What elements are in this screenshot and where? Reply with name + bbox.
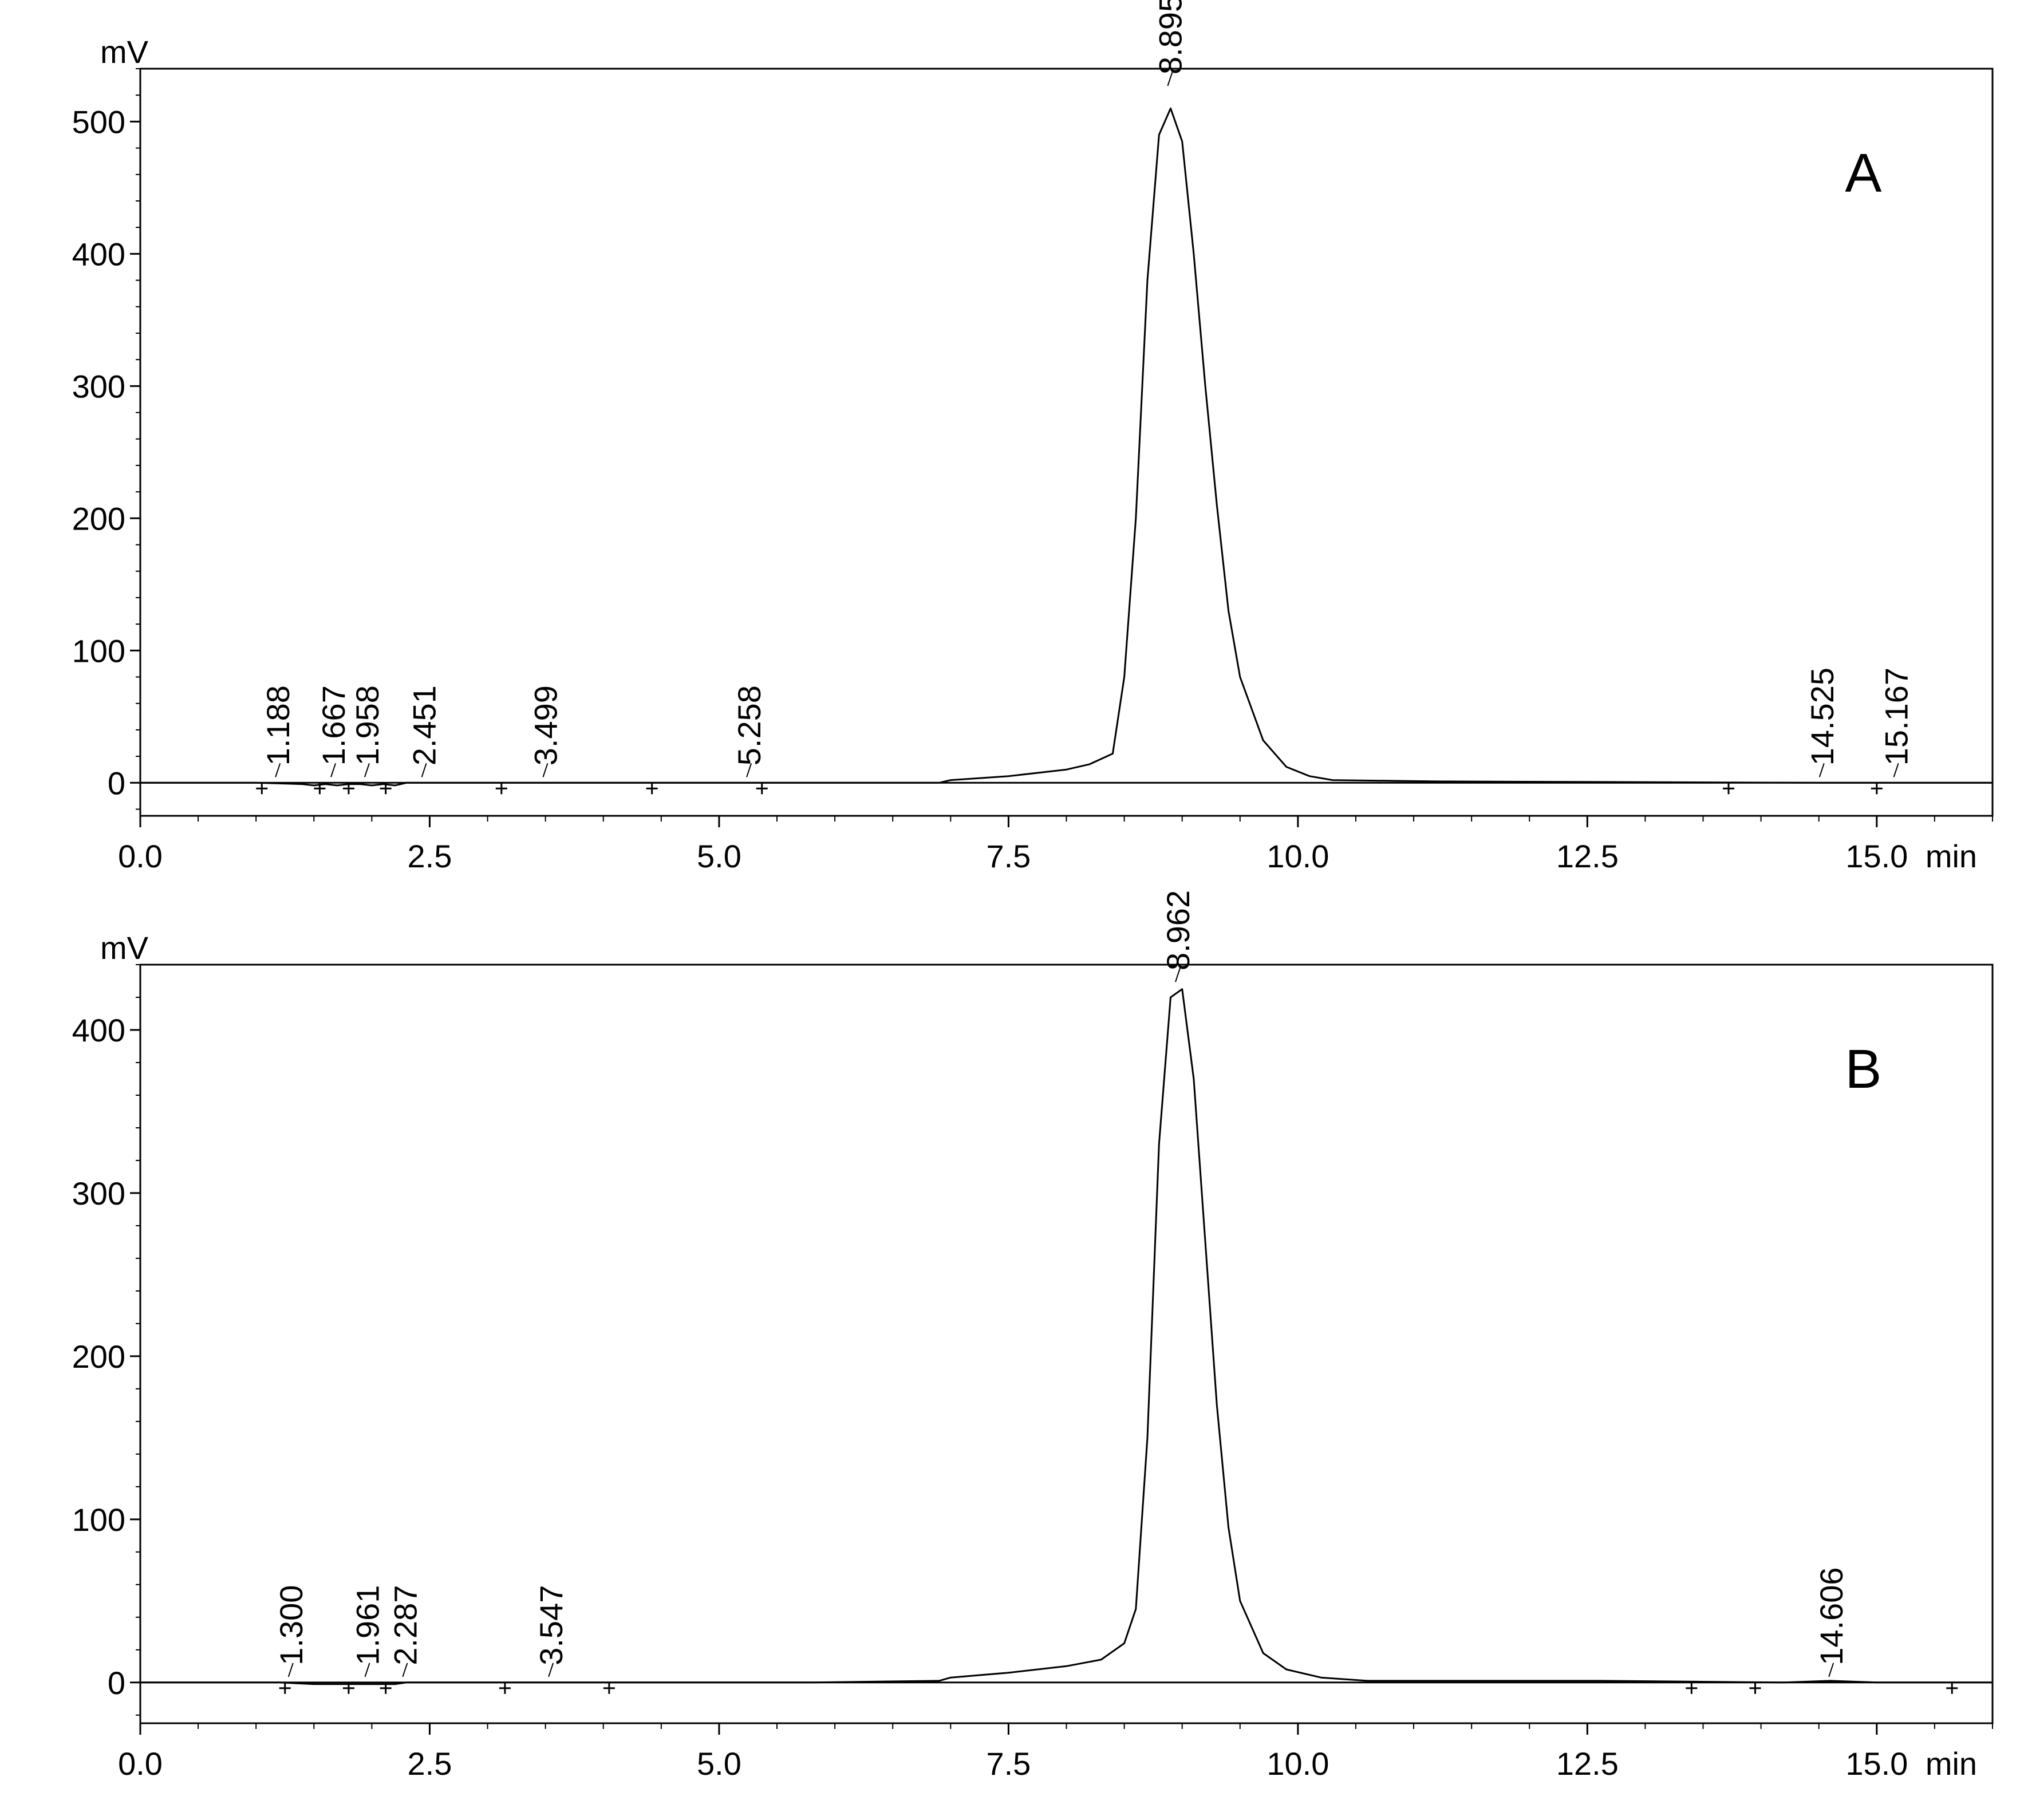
peak-label-slash: [542, 763, 549, 777]
x-axis-unit-label: min: [1926, 1746, 1977, 1782]
signal-trace-series-0: [140, 107, 1993, 787]
y-tick-label: 100: [72, 633, 125, 669]
y-tick-label: 300: [72, 1175, 125, 1211]
peak-label-slash: [364, 1663, 370, 1677]
y-tick-label: 400: [72, 236, 125, 272]
x-tick-label: 12.5: [1556, 838, 1619, 874]
x-tick-label: 0.0: [118, 1746, 163, 1782]
peak-label-slash: [421, 763, 427, 777]
peak-retention-time-label: 14.606: [1813, 1567, 1849, 1665]
chromatogram-panel-b: 0 100 200 300 400 0.0 2.5 5.0 7.5 10.0 12.5 15.0 min…: [72, 890, 1994, 1782]
peak-retention-time-label: 8.962: [1160, 890, 1196, 970]
peak-retention-time-label: 5.258: [731, 685, 767, 765]
panel-letter-label: B: [1845, 1039, 1881, 1100]
peak-label-slash: [275, 763, 281, 777]
peak-retention-time-label: 1.958: [349, 685, 385, 765]
peak-label-slash: [287, 1663, 294, 1677]
peak-label-slash: [1818, 763, 1825, 777]
peak-label-slash: [402, 1663, 408, 1677]
peak-label-slash: [548, 1663, 554, 1677]
peak-label-slash: [1175, 968, 1181, 982]
peak-retention-time-label: 2.451: [407, 685, 443, 765]
peak-retention-time-label: 1.300: [273, 1585, 309, 1665]
y-tick-label: 200: [72, 1339, 125, 1375]
x-tick-label: 5.0: [697, 1746, 741, 1782]
y-tick-label: 0: [108, 1665, 125, 1701]
x-tick-label: 2.5: [408, 838, 452, 874]
peak-label-slash: [1167, 72, 1173, 86]
y-tick-label: 400: [72, 1012, 125, 1048]
y-tick-label: 300: [72, 368, 125, 404]
peak-retention-time-label: 14.525: [1804, 668, 1840, 765]
peak-retention-time-label: 1.667: [315, 685, 352, 765]
peak-retention-time-label: 1.961: [349, 1585, 385, 1665]
peak-label-slash: [330, 763, 336, 777]
panel-letter-label: A: [1845, 143, 1881, 204]
peak-label-slash: [364, 763, 370, 777]
peak-retention-time-label: 3.547: [533, 1585, 569, 1665]
y-tick-label: 100: [72, 1502, 125, 1538]
x-tick-label: 12.5: [1556, 1746, 1619, 1782]
peak-retention-time-label: 15.167: [1879, 668, 1915, 765]
peak-label-slash: [1893, 763, 1899, 777]
x-tick-label: 10.0: [1267, 1746, 1329, 1782]
x-tick-label: 0.0: [118, 838, 163, 874]
x-tick-label: 7.5: [986, 838, 1031, 874]
x-tick-label: 7.5: [986, 1746, 1031, 1782]
y-axis-unit-label: mV: [100, 34, 149, 70]
peak-label-slash: [1828, 1663, 1834, 1677]
peak-retention-time-label: 8.895: [1152, 0, 1188, 74]
y-axis-unit-label: mV: [100, 930, 149, 966]
signal-trace-series-0: [140, 988, 1993, 1685]
x-tick-label: 15.0: [1845, 838, 1908, 874]
peak-retention-time-label: 1.188: [260, 685, 296, 765]
x-axis-unit-label: min: [1926, 838, 1977, 874]
x-tick-label: 2.5: [408, 1746, 452, 1782]
peak-label-slash: [746, 763, 752, 777]
y-tick-label: 200: [72, 500, 125, 536]
y-tick-label: 500: [72, 104, 125, 140]
x-tick-label: 15.0: [1845, 1746, 1908, 1782]
peak-retention-time-label: 2.287: [387, 1585, 423, 1665]
x-tick-label: 10.0: [1267, 838, 1329, 874]
x-tick-label: 5.0: [697, 838, 741, 874]
peak-retention-time-label: 3.499: [527, 685, 563, 765]
chromatogram-panel-a: 0 100 200 300 400 500 0.0 2.5 5.0 7.5 10.0 12.5 15.0…: [72, 0, 1994, 874]
y-tick-label: 0: [108, 765, 125, 801]
